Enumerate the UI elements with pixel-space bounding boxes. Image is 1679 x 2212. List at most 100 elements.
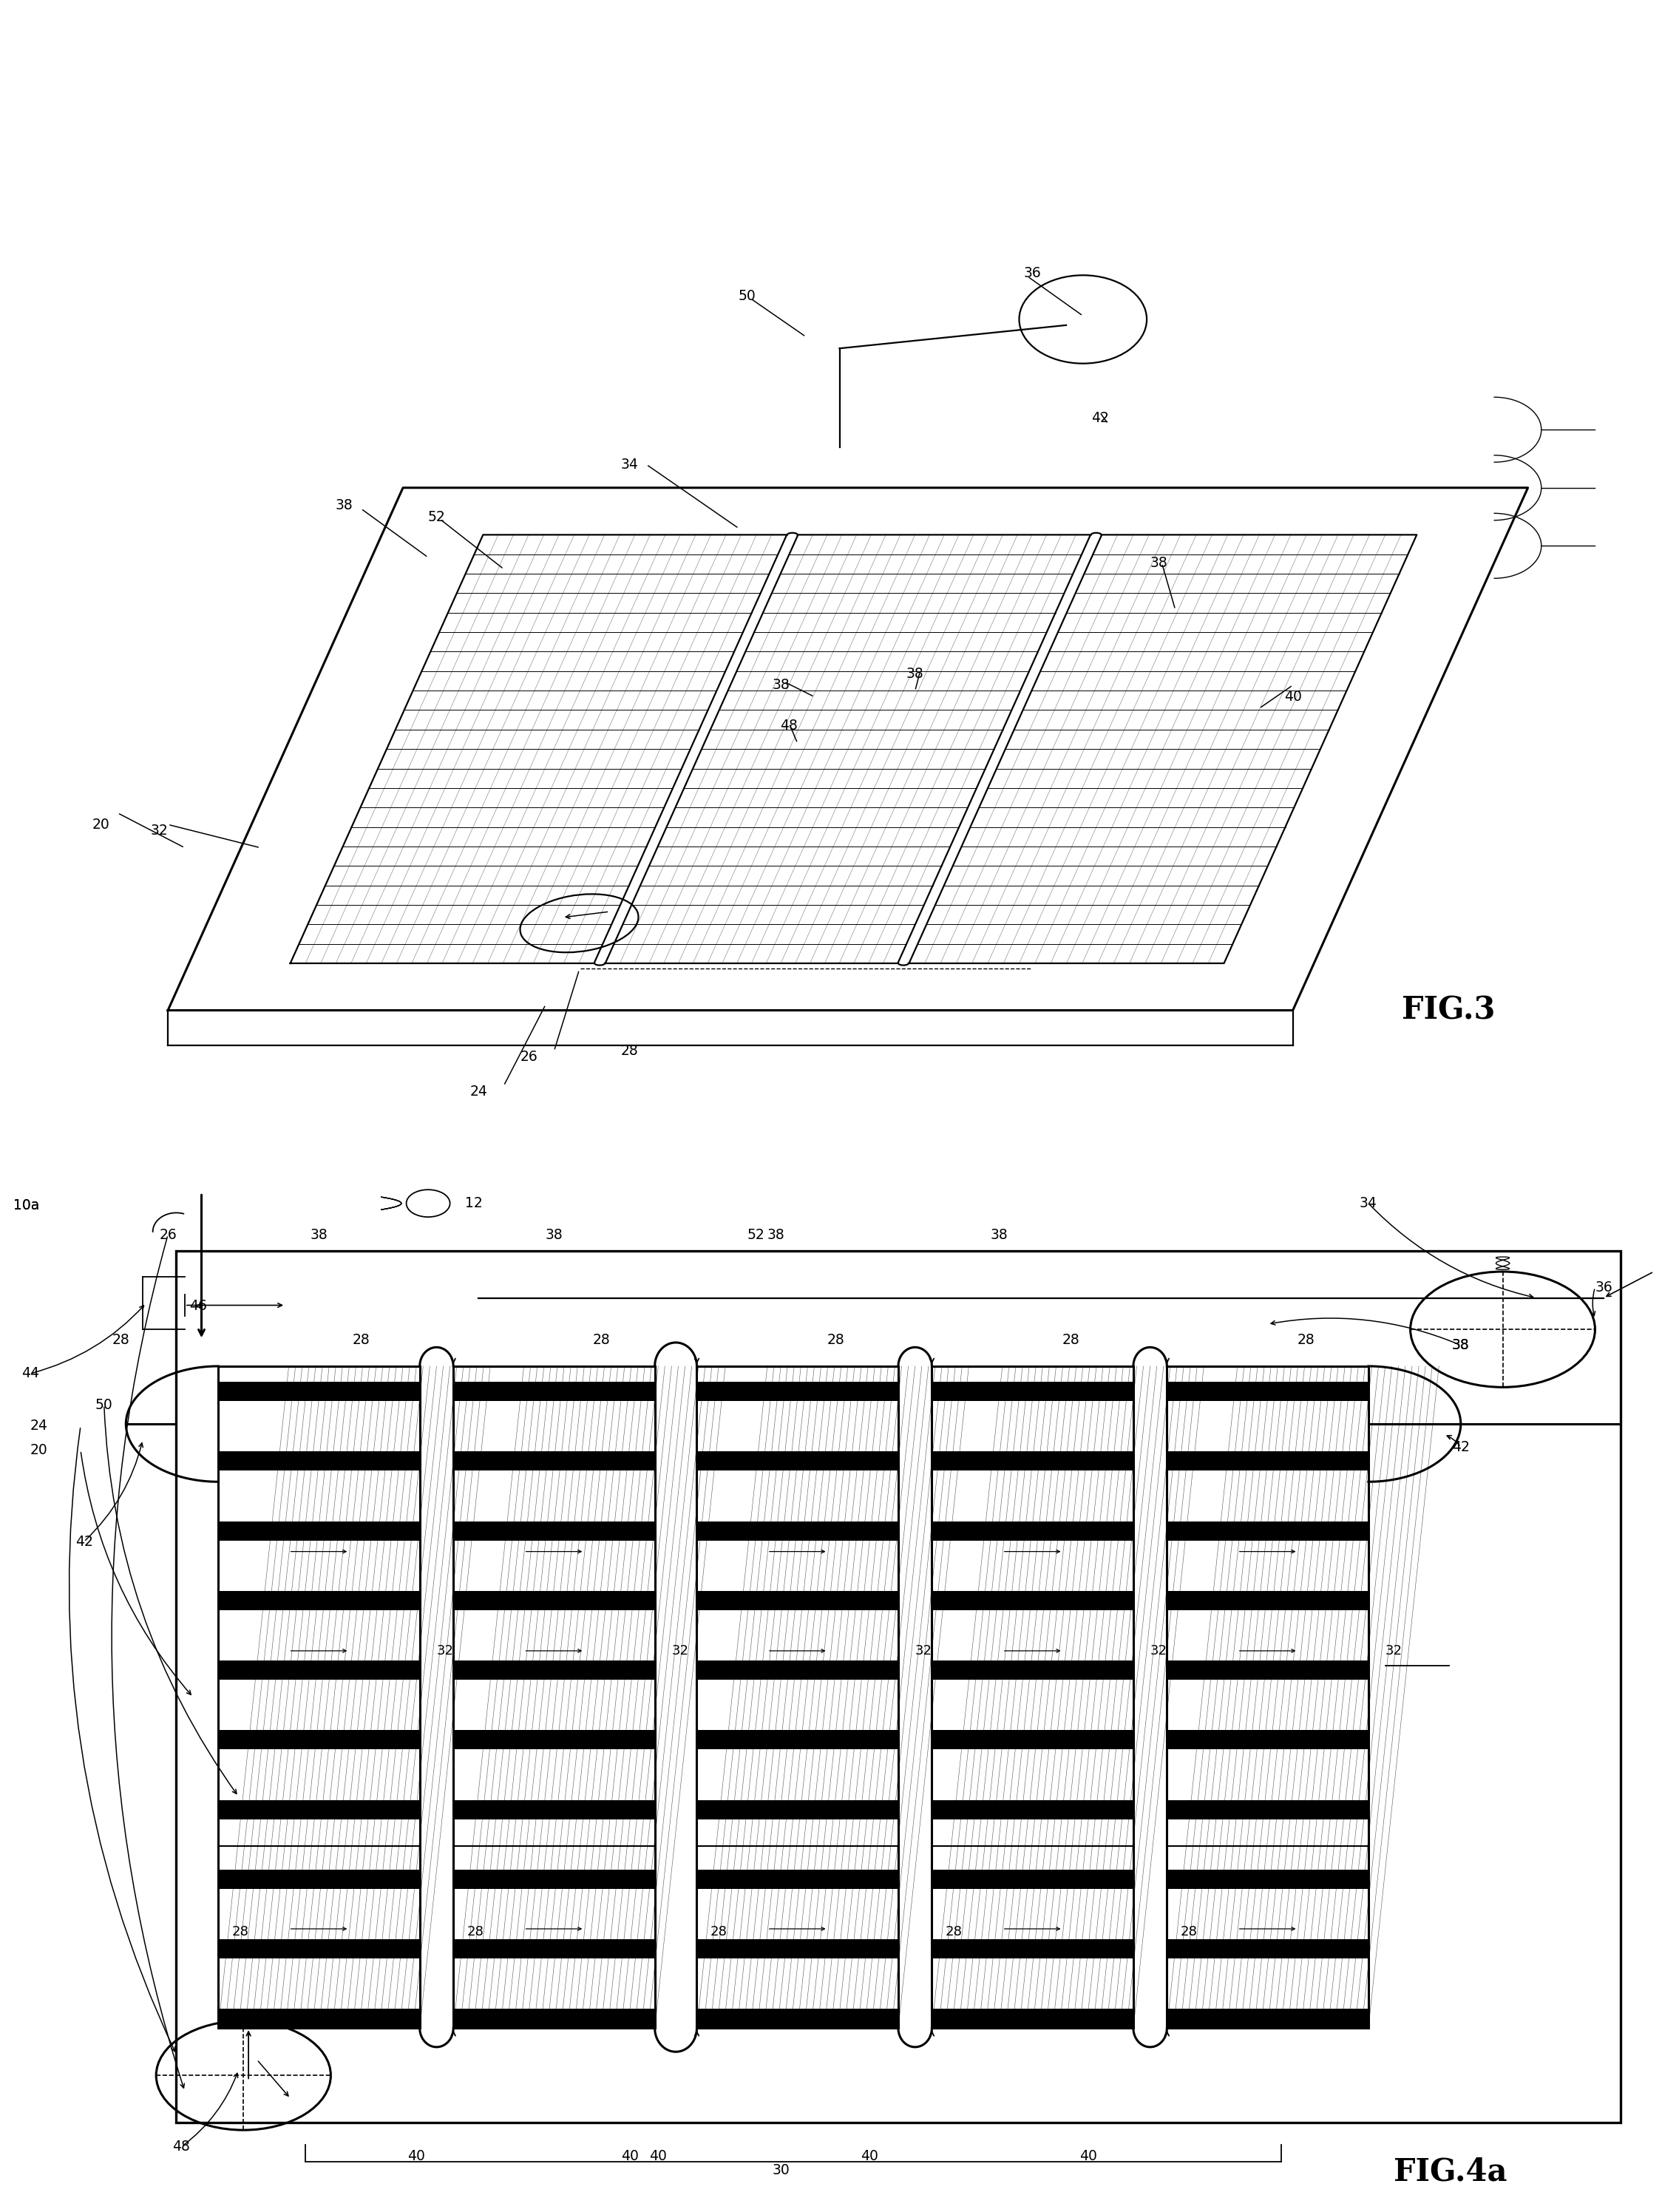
Text: 26: 26: [160, 1228, 176, 1241]
Text: 36: 36: [1024, 265, 1041, 281]
Bar: [1167, 1451, 1368, 1471]
Text: 28: 28: [353, 1334, 369, 1347]
Text: 42: 42: [1452, 1440, 1469, 1453]
Bar: [453, 1451, 655, 1471]
Text: 34: 34: [1360, 1197, 1377, 1210]
Bar: [697, 1382, 898, 1400]
Text: 12: 12: [465, 1197, 482, 1210]
Text: 28: 28: [112, 1334, 129, 1347]
Bar: [932, 1382, 1133, 1400]
Text: 38: 38: [907, 666, 923, 681]
Bar: [697, 1730, 898, 1750]
Text: 20: 20: [92, 818, 109, 832]
Text: 28: 28: [232, 1924, 248, 1938]
Text: 38: 38: [311, 1228, 327, 1241]
Text: 20: 20: [30, 1442, 47, 1458]
Text: 38: 38: [772, 679, 789, 692]
Text: 38: 38: [1150, 555, 1167, 571]
Bar: [697, 1367, 898, 2028]
Bar: [932, 2008, 1133, 2028]
Bar: [932, 1940, 1133, 1958]
Bar: [932, 1522, 1133, 1540]
Bar: [697, 1940, 898, 1958]
Text: 28: 28: [710, 1924, 727, 1938]
Text: 48: 48: [781, 719, 798, 732]
Bar: [1167, 1661, 1368, 1679]
Text: 40: 40: [861, 2150, 878, 2163]
Bar: [1167, 1730, 1368, 1750]
Text: 42: 42: [76, 1535, 92, 1548]
Text: 36: 36: [1595, 1281, 1612, 1294]
Bar: [932, 1367, 1133, 2028]
Text: 28: 28: [1063, 1334, 1080, 1347]
Bar: [932, 1451, 1133, 1471]
Bar: [932, 1730, 1133, 1750]
Bar: [697, 1522, 898, 1540]
Text: 50: 50: [96, 1398, 112, 1411]
Text: 40: 40: [1284, 690, 1301, 703]
Bar: [453, 1730, 655, 1750]
Text: 38: 38: [767, 1228, 784, 1241]
Bar: [1167, 1869, 1368, 1889]
Bar: [218, 1382, 420, 1400]
Text: 38: 38: [991, 1228, 1007, 1241]
Bar: [218, 1940, 420, 1958]
Bar: [453, 1367, 655, 2028]
Bar: [176, 1250, 1620, 2124]
Bar: [932, 1801, 1133, 1818]
Text: 32: 32: [437, 1644, 453, 1657]
Bar: [218, 1661, 420, 1679]
Text: 32: 32: [1150, 1644, 1167, 1657]
Text: 42: 42: [1091, 411, 1108, 425]
Text: 40: 40: [1080, 2150, 1096, 2163]
Bar: [218, 1730, 420, 1750]
Bar: [1167, 1382, 1368, 1400]
Text: 32: 32: [151, 823, 168, 838]
Text: 28: 28: [1180, 1924, 1197, 1938]
Text: 28: 28: [1298, 1334, 1315, 1347]
Bar: [1167, 2008, 1368, 2028]
Text: 10a: 10a: [13, 1199, 40, 1212]
Bar: [453, 1940, 655, 1958]
Bar: [697, 1661, 898, 1679]
Text: 52: 52: [428, 509, 445, 524]
Text: 44: 44: [22, 1367, 39, 1380]
Text: 38: 38: [546, 1228, 562, 1241]
Text: 38: 38: [1452, 1338, 1469, 1352]
Bar: [697, 1451, 898, 1471]
Bar: [1167, 1590, 1368, 1610]
Bar: [453, 1661, 655, 1679]
Bar: [453, 1869, 655, 1889]
Text: 34: 34: [621, 458, 638, 471]
Text: 28: 28: [593, 1334, 609, 1347]
Text: 28: 28: [828, 1334, 845, 1347]
Bar: [453, 1590, 655, 1610]
Bar: [218, 1367, 420, 2028]
Text: 24: 24: [470, 1084, 487, 1099]
Bar: [218, 2008, 420, 2028]
Bar: [218, 1590, 420, 1610]
Text: 38: 38: [336, 498, 353, 513]
Text: 52: 52: [747, 1228, 764, 1241]
Text: 28: 28: [945, 1924, 962, 1938]
Bar: [453, 2008, 655, 2028]
Text: 30: 30: [772, 2163, 789, 2177]
Bar: [453, 1522, 655, 1540]
Text: 26: 26: [520, 1051, 537, 1064]
Bar: [932, 1590, 1133, 1610]
Bar: [697, 1869, 898, 1889]
Text: FIG.4a: FIG.4a: [1394, 2157, 1508, 2188]
Bar: [453, 1801, 655, 1818]
Text: 38: 38: [1452, 1338, 1469, 1352]
Text: 28: 28: [467, 1924, 484, 1938]
Text: 28: 28: [621, 1044, 638, 1057]
Text: 32: 32: [672, 1644, 688, 1657]
Text: 40: 40: [621, 2150, 638, 2163]
Bar: [932, 1869, 1133, 1889]
Bar: [697, 2008, 898, 2028]
Text: 40: 40: [408, 2150, 425, 2163]
Bar: [1167, 1522, 1368, 1540]
Bar: [1167, 1940, 1368, 1958]
Text: FIG.3: FIG.3: [1402, 995, 1496, 1026]
Bar: [218, 1801, 420, 1818]
